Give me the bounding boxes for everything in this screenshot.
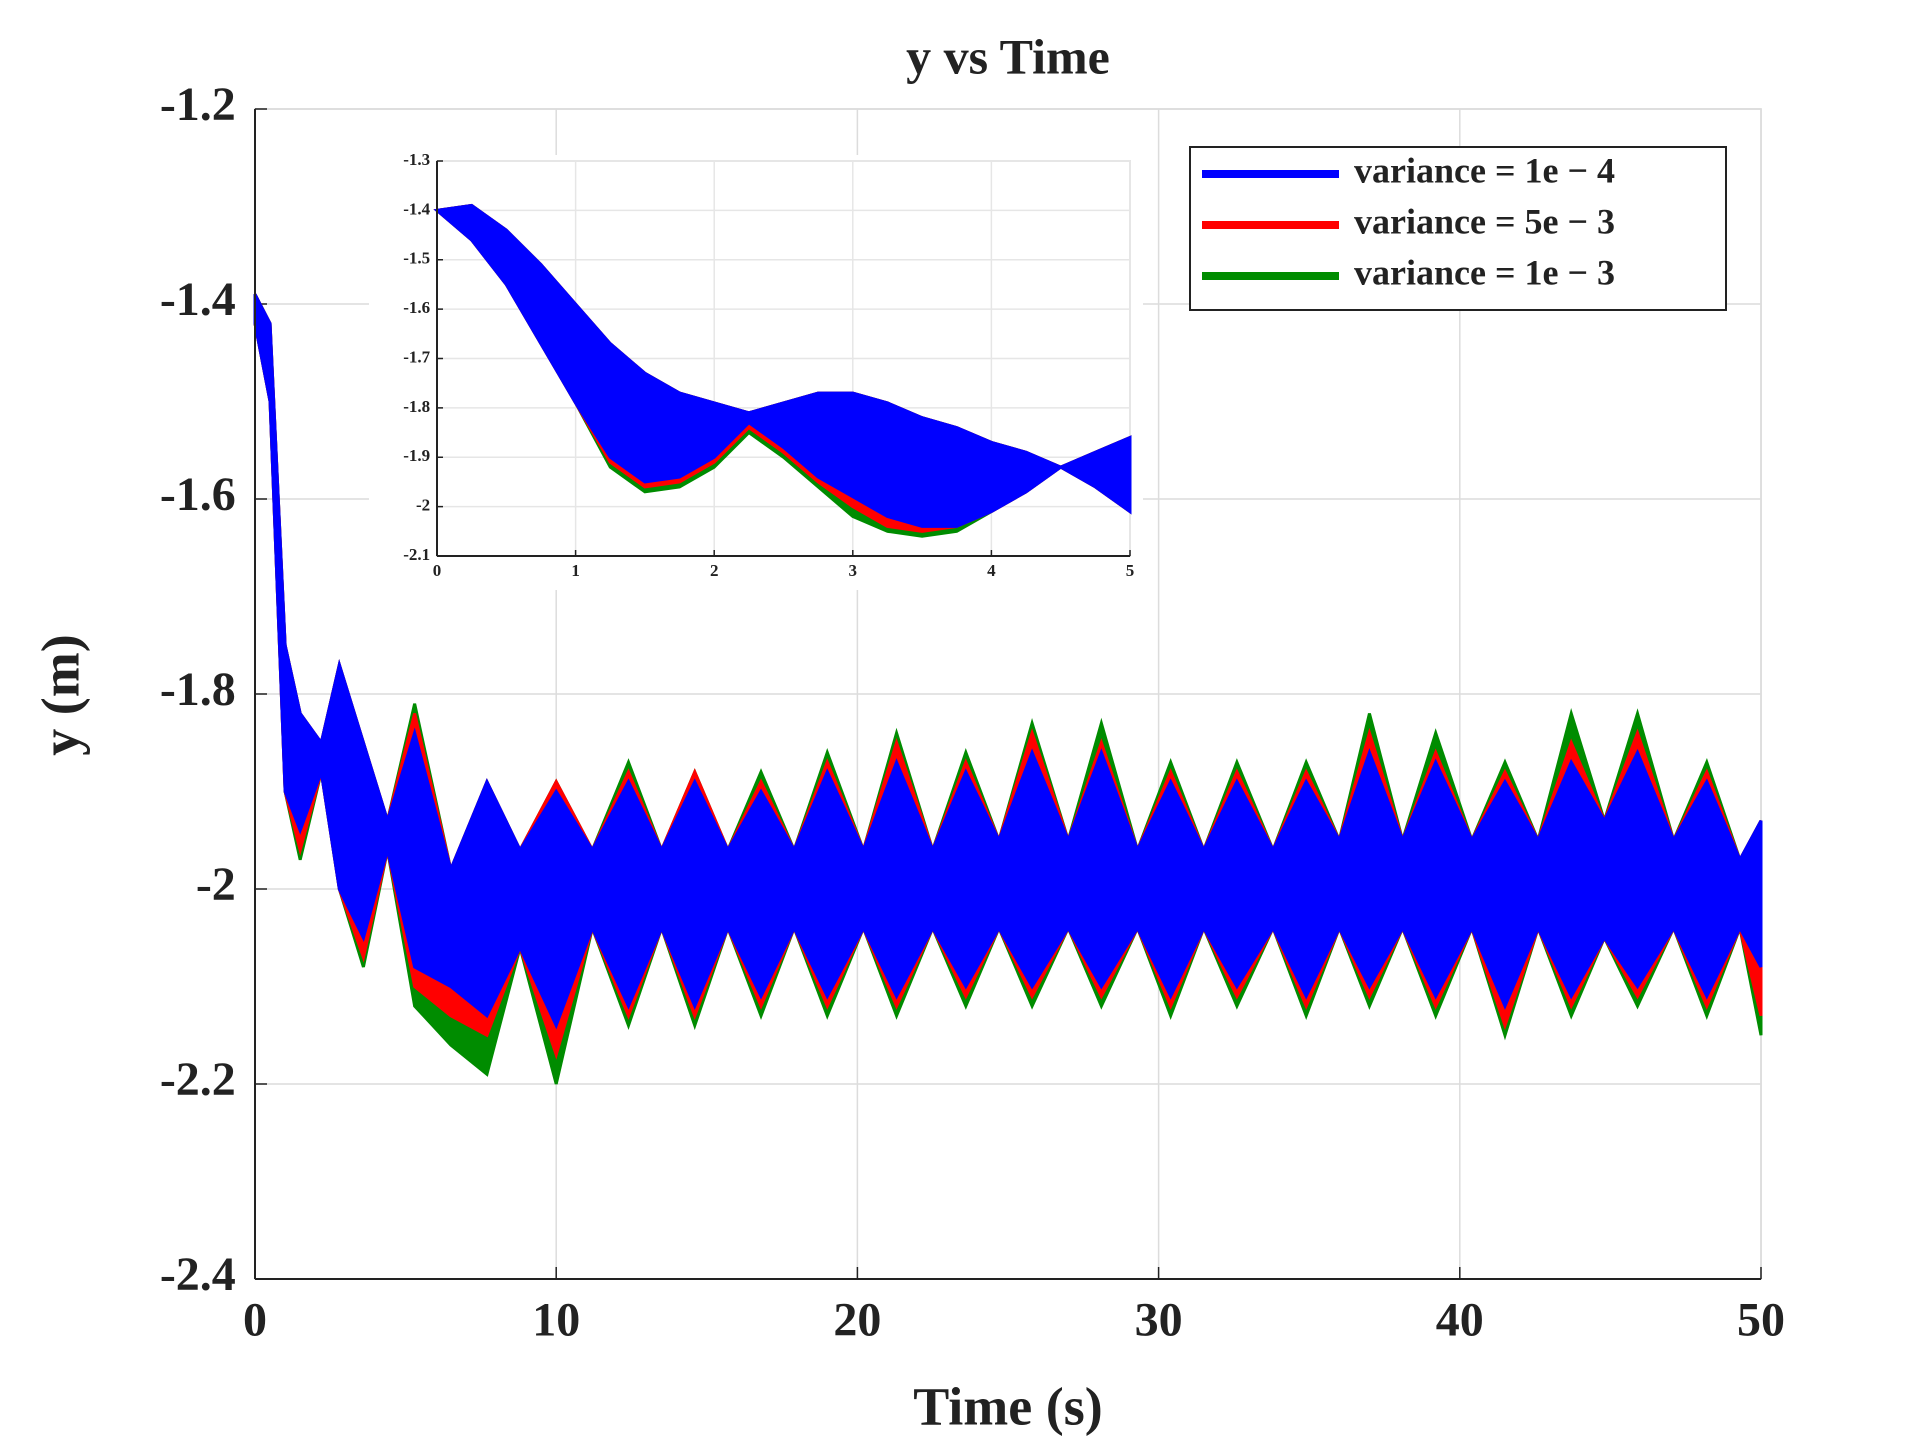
y-axis-label: y (m) (30, 634, 90, 755)
x-tick-label: 3 (849, 561, 858, 580)
y-tick-label: -2.2 (160, 1053, 236, 1106)
x-tick-label: 10 (532, 1294, 580, 1347)
band-area (253, 293, 1763, 1030)
y-tick-label: -1.5 (403, 249, 430, 268)
y-tick-label: -1.2 (160, 78, 236, 131)
y-tick-label: -1.6 (403, 298, 430, 317)
y-tick-label: -1.7 (403, 347, 430, 366)
chart-title: y vs Time (906, 28, 1110, 84)
legend-label: variance = 1e − 3 (1354, 252, 1615, 292)
y-tick-label: -1.4 (160, 273, 236, 326)
x-tick-label: 0 (433, 561, 442, 580)
x-tick-label: 20 (833, 1294, 881, 1347)
inset-chart: 0 1 2 3 4 5 -2.1 -2 -1.9 -1.8 -1.7 -1.6 -1.5 -1.4 -1.3 (369, 150, 1143, 590)
y-tick-label: -1.8 (403, 397, 430, 416)
x-tick-label: 0 (243, 1294, 267, 1347)
y-tick-label: -2 (416, 496, 430, 515)
y-tick-label: -1.9 (403, 446, 430, 465)
legend: variance = 1e − 4 variance = 5e − 3 varian… (1189, 146, 1727, 311)
band-area (433, 203, 1132, 528)
y-tick-label: -2 (196, 858, 236, 911)
y-tick-label: -1.3 (403, 150, 430, 169)
x-tick-label: 4 (987, 561, 996, 580)
x-tick-label: 2 (710, 561, 719, 580)
y-tick-label: -1.8 (160, 663, 236, 716)
x-tick-label: 50 (1737, 1294, 1785, 1347)
y-tick-label: -2.4 (160, 1248, 236, 1301)
main-chart: 0 10 20 30 40 50-2.4-2.2-2-1.8-1.6-1.4-1.2 (160, 78, 1785, 1347)
y-tick-label: -1.4 (403, 199, 430, 218)
y-tick-label: -1.6 (160, 468, 236, 521)
y-tick-label: -2.1 (403, 545, 430, 564)
legend-label: variance = 1e − 4 (1354, 150, 1615, 190)
x-tick-label: 5 (1126, 561, 1135, 580)
x-tick-label: 30 (1135, 1294, 1183, 1347)
legend-label: variance = 5e − 3 (1354, 201, 1615, 241)
x-tick-label: 1 (571, 561, 580, 580)
x-axis-label: Time (s) (913, 1376, 1102, 1436)
x-tick-label: 40 (1436, 1294, 1484, 1347)
